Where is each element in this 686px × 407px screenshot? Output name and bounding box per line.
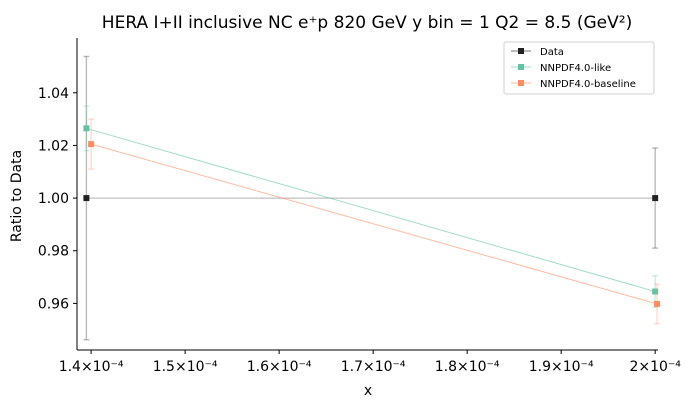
legend-marker (518, 64, 524, 70)
data-point (652, 195, 659, 202)
legend-marker (518, 48, 524, 54)
series-line (86, 127, 656, 293)
x-axis-label: x (364, 383, 372, 399)
legend-label: Data (540, 47, 564, 58)
legend-label: NNPDF4.0-baseline (540, 79, 636, 90)
data-point (83, 195, 90, 202)
data-point (654, 300, 661, 307)
data-point (652, 288, 659, 295)
legend: Data NNPDF4.0-like NNPDF4.0-baseline (503, 41, 655, 95)
chart-title: HERA I+II inclusive NC e⁺p 820 GeV y bin… (102, 13, 632, 33)
y-tick-label: 1.04 (38, 86, 69, 102)
x-tick-label: 1.4×10⁻⁴ (59, 359, 124, 375)
legend-entry: NNPDF4.0-baseline (511, 79, 636, 90)
y-axis: 0.96 0.98 1.00 1.02 1.04 (38, 38, 78, 350)
legend-entry: NNPDF4.0-like (511, 63, 611, 74)
x-tick-label: 1.9×10⁻⁴ (529, 359, 594, 375)
series-line (90, 143, 658, 305)
x-tick-label: 2×10⁻⁴ (629, 359, 681, 375)
legend-label: NNPDF4.0-like (540, 63, 611, 74)
x-tick-label: 1.7×10⁻⁴ (341, 359, 406, 375)
plot-area (83, 55, 661, 341)
x-tick-label: 1.5×10⁻⁴ (153, 359, 218, 375)
data-point (83, 125, 90, 132)
x-tick-label: 1.6×10⁻⁴ (247, 359, 312, 375)
y-tick-label: 0.98 (38, 244, 69, 260)
y-tick-label: 1.00 (38, 191, 69, 207)
series-0 (83, 55, 659, 341)
data-point (88, 141, 95, 148)
legend-marker (518, 80, 524, 86)
legend-entry: Data (511, 47, 564, 58)
series-1 (83, 105, 659, 309)
x-axis: 1.4×10⁻⁴ 1.5×10⁻⁴ 1.6×10⁻⁴ 1.7×10⁻⁴ 1.8×10⁻⁴… (59, 349, 681, 375)
y-tick-label: 0.96 (38, 296, 69, 312)
y-tick-label: 1.02 (38, 138, 69, 154)
y-axis-label: Ratio to Data (9, 150, 25, 242)
x-tick-label: 1.8×10⁻⁴ (435, 359, 500, 375)
legend-box (503, 41, 655, 95)
series-2 (88, 118, 661, 325)
